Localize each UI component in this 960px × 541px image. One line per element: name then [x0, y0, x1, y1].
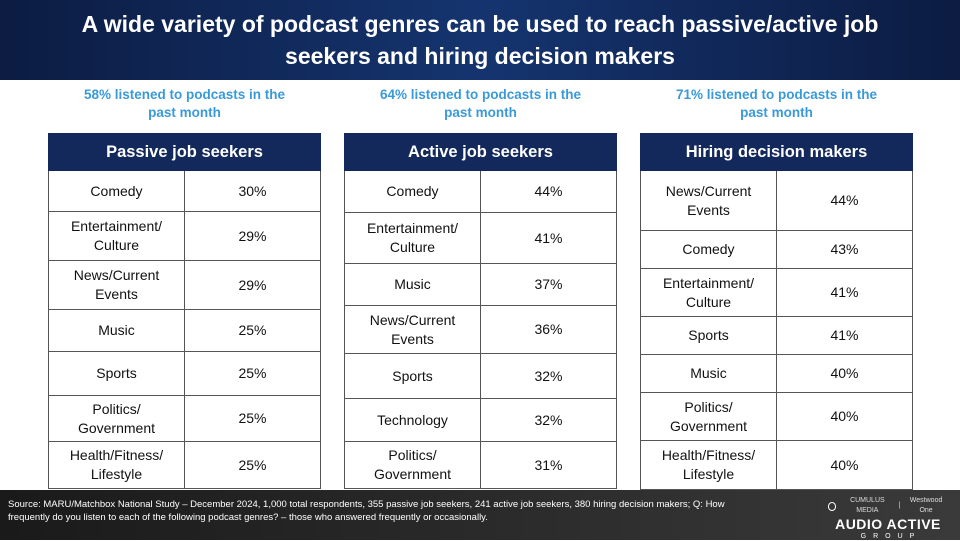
- percent-cell: 25%: [184, 351, 321, 396]
- genre-cell: Comedy: [640, 230, 777, 269]
- percent-cell: 41%: [776, 316, 913, 355]
- logo-sub-text: GROUP: [860, 533, 922, 540]
- column-note: 64% listened to podcasts in the past mon…: [379, 87, 582, 120]
- genre-cell: Entertainment/ Culture: [640, 268, 777, 317]
- genre-cell: Sports: [640, 316, 777, 355]
- logo-partner-right: Westwood One: [909, 497, 943, 514]
- cumulus-logo-icon: [828, 501, 837, 511]
- table-row: News/Current Events 29%: [48, 260, 321, 310]
- genre-cell: Sports: [344, 353, 481, 399]
- genre-cell: Health/Fitness/ Lifestyle: [48, 441, 185, 489]
- genre-cell: News/Current Events: [344, 305, 481, 354]
- table-row: Health/Fitness/ Lifestyle 25%: [48, 441, 321, 489]
- genre-cell: Entertainment/ Culture: [48, 211, 185, 261]
- table-row: Entertainment/ Culture 29%: [48, 211, 321, 261]
- column-active: 64% listened to podcasts in the past mon…: [344, 86, 617, 489]
- percent-cell: 44%: [776, 170, 913, 231]
- title-banner: A wide variety of podcast genres can be …: [0, 0, 960, 80]
- percent-cell: 25%: [184, 441, 321, 489]
- genre-table: Hiring decision makers News/Current Even…: [640, 133, 913, 490]
- logo-divider: |: [898, 502, 901, 509]
- table-row: Music 25%: [48, 309, 321, 352]
- table-row: Technology 32%: [344, 398, 617, 442]
- genre-cell: News/Current Events: [48, 260, 185, 310]
- table-row: Politics/ Government 25%: [48, 395, 321, 442]
- source-note: Source: MARU/Matchbox National Study – D…: [8, 499, 725, 523]
- percent-cell: 44%: [480, 170, 617, 213]
- percent-cell: 30%: [184, 170, 321, 212]
- logo-partners: CUMULUS MEDIA | Westwood One: [828, 496, 948, 516]
- genre-cell: Technology: [344, 398, 481, 442]
- column-note: 58% listened to podcasts in the past mon…: [83, 87, 286, 120]
- table-header: Passive job seekers: [48, 133, 321, 171]
- table-row: Politics/ Government 40%: [640, 392, 913, 441]
- table-row: Sports 25%: [48, 351, 321, 396]
- percent-cell: 40%: [776, 392, 913, 441]
- table-row: Sports 41%: [640, 316, 913, 355]
- percent-cell: 40%: [776, 354, 913, 393]
- genre-cell: Politics/ Government: [48, 395, 185, 442]
- percent-cell: 25%: [184, 395, 321, 442]
- genre-cell: Entertainment/ Culture: [344, 212, 481, 264]
- genre-cell: Comedy: [48, 170, 185, 212]
- percent-cell: 41%: [776, 268, 913, 317]
- genre-cell: Sports: [48, 351, 185, 396]
- genre-table: Passive job seekers Comedy 30% Entertainm…: [48, 133, 321, 489]
- percent-cell: 36%: [480, 305, 617, 354]
- page-title: A wide variety of podcast genres can be …: [81, 11, 879, 69]
- genre-cell: News/Current Events: [640, 170, 777, 231]
- genre-cell: Politics/ Government: [344, 441, 481, 489]
- percent-cell: 40%: [776, 440, 913, 490]
- genre-cell: Music: [48, 309, 185, 352]
- table-header: Hiring decision makers: [640, 133, 913, 171]
- table-row: Health/Fitness/ Lifestyle 40%: [640, 440, 913, 490]
- table-row: Music 40%: [640, 354, 913, 393]
- audio-active-logo: CUMULUS MEDIA | Westwood One AUDIO ACTIV…: [828, 496, 948, 541]
- column-note: 71% listened to podcasts in the past mon…: [675, 87, 878, 120]
- table-row: Sports 32%: [344, 353, 617, 399]
- logo-main-text: AUDIO ACTIVE: [835, 516, 941, 532]
- table-row: News/Current Events 44%: [640, 170, 913, 231]
- percent-cell: 29%: [184, 260, 321, 310]
- table-row: Comedy 44%: [344, 170, 617, 213]
- table-row: Politics/ Government 31%: [344, 441, 617, 489]
- percent-cell: 29%: [184, 211, 321, 261]
- footer-bar: Source: MARU/Matchbox National Study – D…: [0, 490, 960, 540]
- table-row: Entertainment/ Culture 41%: [640, 268, 913, 317]
- table-row: Comedy 30%: [48, 170, 321, 212]
- table-row: Comedy 43%: [640, 230, 913, 269]
- table-row: Music 37%: [344, 263, 617, 306]
- column-hiring: 71% listened to podcasts in the past mon…: [640, 86, 913, 490]
- table-row: Entertainment/ Culture 41%: [344, 212, 617, 264]
- table-row: News/Current Events 36%: [344, 305, 617, 354]
- table-header: Active job seekers: [344, 133, 617, 171]
- percent-cell: 43%: [776, 230, 913, 269]
- percent-cell: 25%: [184, 309, 321, 352]
- column-passive: 58% listened to podcasts in the past mon…: [48, 86, 321, 489]
- genre-cell: Politics/ Government: [640, 392, 777, 441]
- genre-table: Active job seekers Comedy 44% Entertainme…: [344, 133, 617, 489]
- percent-cell: 41%: [480, 212, 617, 264]
- percent-cell: 32%: [480, 398, 617, 442]
- percent-cell: 32%: [480, 353, 617, 399]
- percent-cell: 37%: [480, 263, 617, 306]
- percent-cell: 31%: [480, 441, 617, 489]
- genre-cell: Music: [344, 263, 481, 306]
- genre-cell: Health/Fitness/ Lifestyle: [640, 440, 777, 490]
- genre-cell: Music: [640, 354, 777, 393]
- logo-partner-left: CUMULUS MEDIA: [850, 497, 885, 514]
- genre-cell: Comedy: [344, 170, 481, 213]
